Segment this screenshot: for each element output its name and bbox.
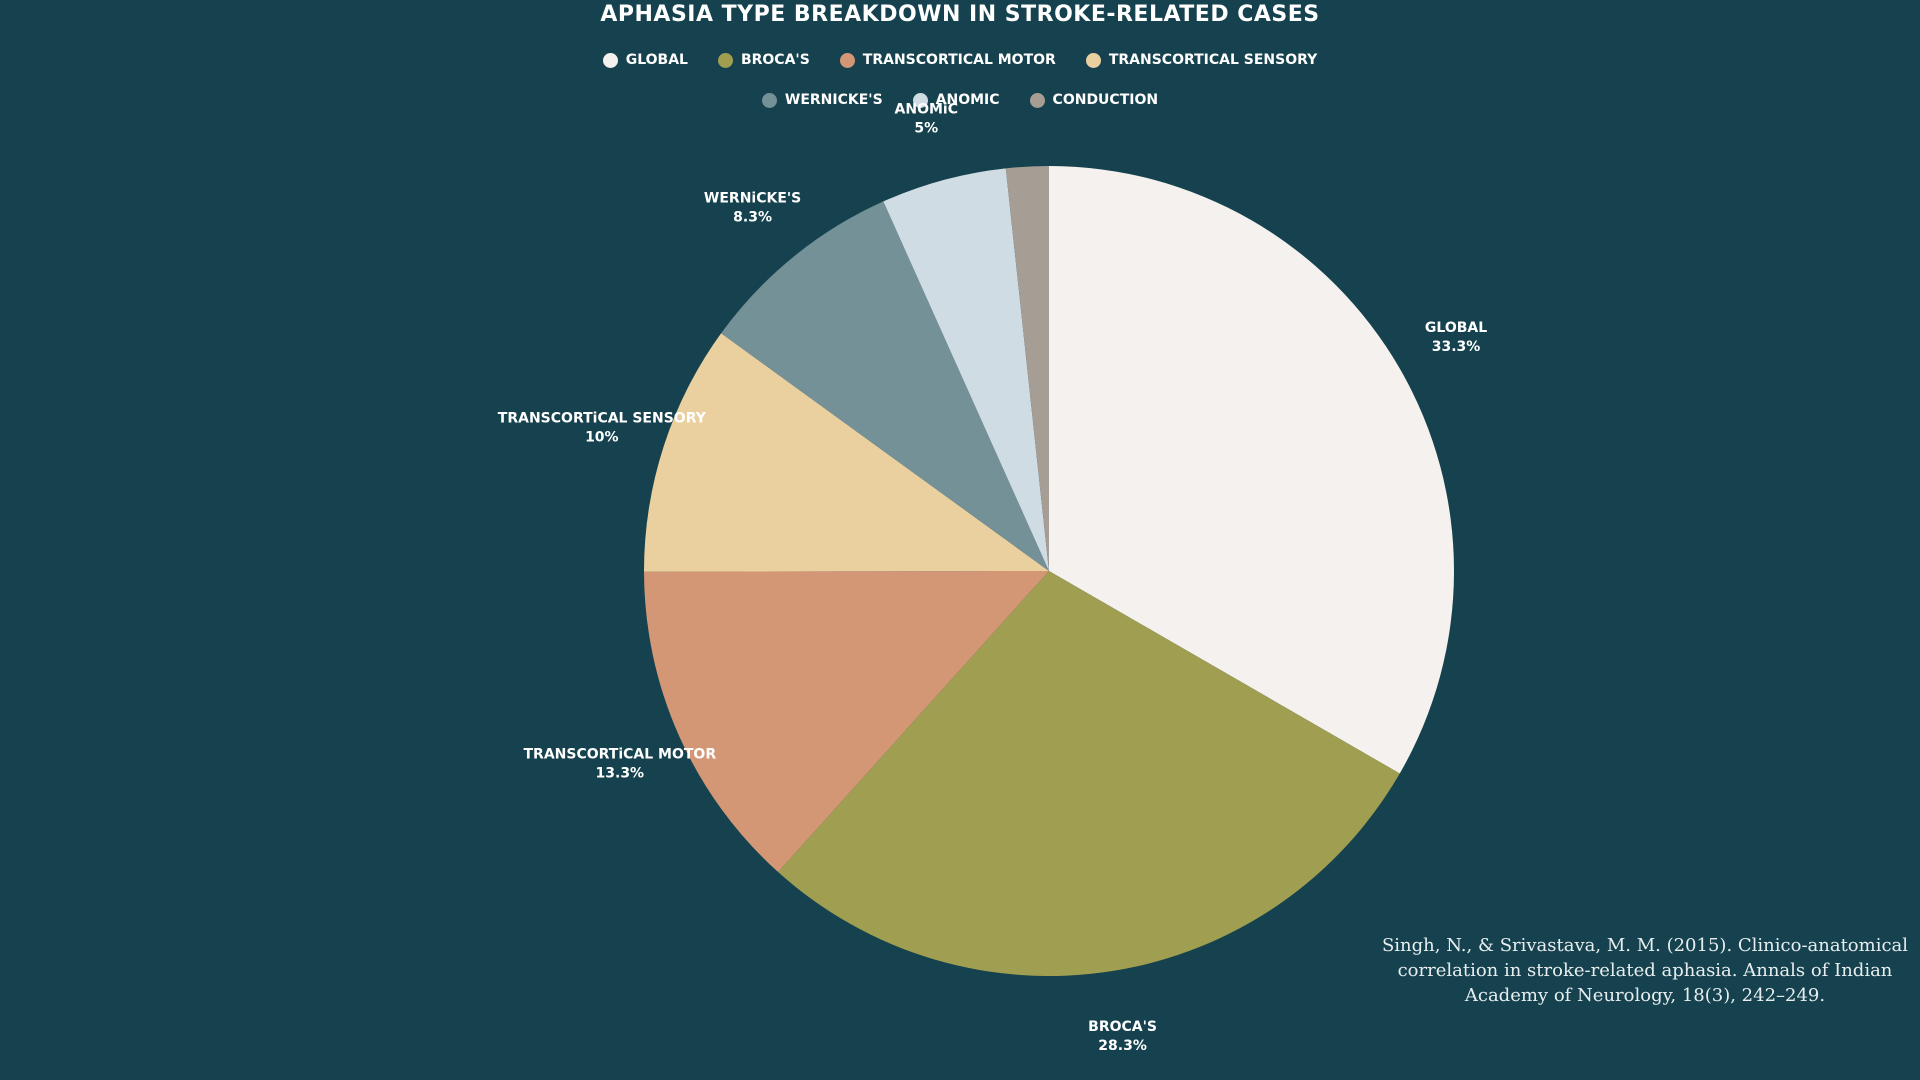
legend-label-wernickes: WERNiCKE'S	[784, 92, 883, 108]
legend-item-global[interactable]: GLOBAL	[602, 52, 688, 68]
legend-item-conduction[interactable]: CONDUCTiON	[1029, 92, 1159, 108]
slice-label-name: TRANSCORTiCAL SENSORY	[498, 410, 707, 426]
slice-label-global: GLOBAL 33.3%	[1425, 320, 1487, 355]
chart-title: APHASiA TYPE BREAKDOWN IN STROKE-RELATED…	[600, 2, 1320, 27]
legend-label-global: GLOBAL	[625, 52, 688, 68]
slice-label-value: 5%	[914, 120, 938, 136]
slice-label-anomic: ANOMiC 5%	[895, 101, 958, 136]
legend-label-transcortical-motor: TRANSCORTiCAL MOTOR	[862, 52, 1056, 68]
slice-label-value: 28.3%	[1098, 1038, 1147, 1054]
legend-label-conduction: CONDUCTiON	[1052, 92, 1159, 108]
legend-swatch-brocas	[717, 52, 733, 68]
legend-row-2: WERNiCKE'S ANOMiC CONDUCTiON	[0, 92, 1920, 108]
legend-swatch-transcortical-motor	[839, 52, 855, 68]
legend-item-wernickes[interactable]: WERNiCKE'S	[761, 92, 883, 108]
slice-label-broca-s: BROCA'S 28.3%	[1088, 1019, 1157, 1054]
pie-slice-wernicke-s[interactable]	[721, 201, 1049, 571]
slice-label-name: WERNiCKE'S	[704, 190, 801, 206]
legend-item-transcortical-sensory[interactable]: TRANSCORTiCAL SENSORY	[1085, 52, 1318, 68]
slice-label-wernicke-s: WERNiCKE'S 8.3%	[704, 190, 801, 225]
slice-label-value: 13.3%	[596, 766, 645, 782]
slice-label-name: GLOBAL	[1425, 320, 1487, 336]
legend-item-transcortical-motor[interactable]: TRANSCORTiCAL MOTOR	[839, 52, 1056, 68]
legend-item-anomic[interactable]: ANOMiC	[912, 92, 1000, 108]
legend-label-anomic: ANOMiC	[935, 92, 1000, 108]
pie-slice-transcortical-sensory[interactable]	[644, 333, 1049, 572]
slice-label-transcortical-sensory: TRANSCORTiCAL SENSORY 10%	[498, 410, 707, 445]
legend-swatch-conduction	[1029, 92, 1045, 108]
slice-label-name: BROCA'S	[1088, 1019, 1157, 1035]
legend-swatch-transcortical-sensory	[1085, 52, 1101, 68]
slice-label-value: 10%	[585, 429, 619, 445]
pie-slice-transcortical-motor[interactable]	[644, 571, 1049, 873]
source-citation: Singh, N., & Srivastava, M. M. (2015). C…	[1381, 935, 1909, 1006]
slice-label-name: ANOMiC	[895, 101, 958, 117]
pie-slice-conduction[interactable]	[1005, 166, 1049, 571]
legend-swatch-global	[602, 52, 618, 68]
slice-label-name: TRANSCORTiCAL MOTOR	[524, 747, 717, 763]
legend-label-brocas: BROCA'S	[740, 52, 810, 68]
legend-label-transcortical-sensory: TRANSCORTiCAL SENSORY	[1108, 52, 1318, 68]
slice-label-value: 8.3%	[733, 209, 772, 225]
pie-slice-anomic[interactable]	[883, 168, 1049, 571]
legend-item-brocas[interactable]: BROCA'S	[717, 52, 810, 68]
legend-row-1: GLOBAL BROCA'S TRANSCORTiCAL MOTOR TRANS…	[0, 52, 1920, 68]
pie-slice-broca-s[interactable]	[778, 571, 1400, 976]
slice-label-value: 33.3%	[1432, 339, 1481, 355]
pie-slice-global[interactable]	[1049, 166, 1454, 774]
legend-swatch-wernickes	[761, 92, 777, 108]
slice-label-transcortical-motor: TRANSCORTiCAL MOTOR 13.3%	[524, 747, 717, 782]
legend-swatch-anomic	[912, 92, 928, 108]
